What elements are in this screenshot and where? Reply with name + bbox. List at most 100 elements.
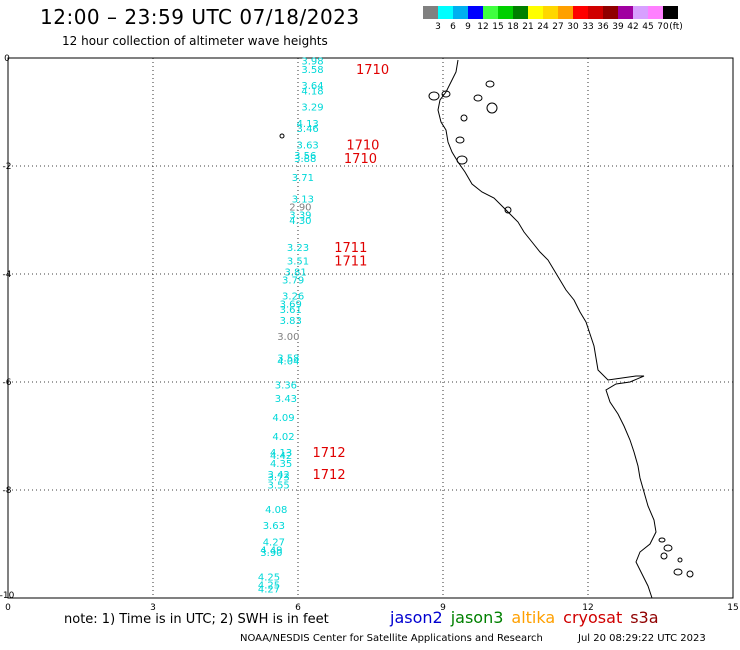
colorbar-cell	[498, 6, 513, 19]
swh-value-label: 3.51	[287, 257, 309, 268]
island-outline	[660, 552, 668, 560]
island-outline	[455, 136, 465, 144]
legend-altika: altika	[511, 608, 556, 627]
colorbar-cell	[543, 6, 558, 19]
swh-value-label: 3.73	[268, 473, 290, 484]
swh-value-label: 3.58	[301, 65, 323, 76]
swh-value-label: 3.98	[301, 57, 323, 68]
swh-value-label: 4.27	[258, 584, 280, 595]
island-outline	[673, 568, 683, 576]
x-tick-label: 9	[440, 603, 446, 610]
colorbar-tick-label: 30	[567, 22, 579, 32]
colorbar-cell	[468, 6, 483, 19]
colorbar-cell	[528, 6, 543, 19]
swh-value-label: 4.13	[297, 119, 319, 130]
swh-value-label: 4.42	[270, 451, 292, 462]
swh-value-label: 3.00	[277, 332, 299, 343]
island-outline	[441, 90, 451, 98]
swh-value-label: 3.23	[287, 243, 309, 254]
swh-value-label: 3.46	[297, 124, 319, 135]
colorbar-cell	[438, 6, 453, 19]
generated-timestamp: Jul 20 08:29:22 UTC 2023	[578, 633, 706, 644]
swh-value-label: 4.18	[301, 86, 323, 97]
swh-value-label: 3.69	[280, 300, 302, 311]
footer-note: note: 1) Time is in UTC; 2) SWH is in fe…	[64, 612, 329, 627]
swh-value-label: 4.27	[263, 537, 285, 548]
colorbar-cell	[588, 6, 603, 19]
swh-value-label: 4.25	[258, 572, 280, 583]
colorbar-unit-label: (ft)	[669, 22, 683, 32]
swh-value-label: 3.88	[294, 154, 316, 165]
island-outline	[486, 102, 498, 114]
colorbar-tick-label: 18	[507, 22, 519, 32]
colorbar-cell	[663, 6, 678, 19]
legend-s3a: s3a	[630, 608, 659, 627]
swh-value-label: 3.55	[268, 481, 290, 492]
swh-value-label: 3.39	[289, 211, 311, 222]
legend-jason2: jason2	[390, 608, 443, 627]
colorbar-tick-label: 24	[537, 22, 549, 32]
y-tick-label: 0	[4, 54, 10, 64]
swh-value-label: 2.90	[289, 203, 311, 214]
chart-subtitle: 12 hour collection of altimeter wave hei…	[62, 34, 328, 48]
swh-value-label: 3.71	[292, 173, 314, 184]
swh-value-label: 3.61	[280, 305, 302, 316]
chart-title: 12:00 – 23:59 UTC 07/18/2023	[40, 5, 360, 29]
x-tick-label: 3	[150, 603, 156, 610]
x-tick-label: 12	[582, 603, 593, 610]
swh-value-label: 4.30	[289, 216, 311, 227]
swh-value-label: 4.49	[260, 545, 282, 556]
swh-value-label: 3.56	[294, 151, 316, 162]
x-tick-label: 6	[295, 603, 301, 610]
swh-value-label: 3.58	[277, 354, 299, 365]
colorbar-tick-label: 27	[552, 22, 564, 32]
swh-value-label: 4.04	[277, 356, 299, 367]
colorbar-cell	[603, 6, 618, 19]
swh-value-label: 3.64	[301, 81, 323, 92]
satellite-legend: jason2 jason3 altika cryosat s3a	[390, 608, 667, 627]
credit-line: NOAA/NESDIS Center for Satellite Applica…	[240, 633, 543, 644]
colorbar-tick-label: 21	[522, 22, 534, 32]
swh-value-label: 4.13	[270, 448, 292, 459]
swh-value-label: 4.02	[272, 432, 294, 443]
y-tick-label: -6	[3, 378, 12, 388]
coastline	[437, 59, 657, 599]
colorbar-tick-label: 6	[450, 22, 456, 32]
swh-value-label: 4.25	[258, 581, 280, 592]
swh-value-label: 4.35	[270, 459, 292, 470]
y-tick-label: -2	[3, 162, 12, 172]
colorbar-tick-label: 36	[597, 22, 609, 32]
pass-time-label: 1710	[344, 152, 377, 167]
swh-value-label: 3.26	[282, 292, 304, 303]
colorbar-cell	[648, 6, 663, 19]
colorbar-tick-label: 9	[465, 22, 471, 32]
colorbar-tick-label: 12	[477, 22, 489, 32]
swh-value-label: 3.43	[275, 394, 297, 405]
island-outline	[677, 557, 683, 563]
island-outline	[279, 133, 285, 139]
swh-value-label: 3.81	[284, 267, 306, 278]
colorbar-cell	[618, 6, 633, 19]
colorbar-tick-label: 70	[657, 22, 669, 32]
island-outline	[686, 570, 694, 578]
x-tick-label: 15	[727, 603, 738, 610]
colorbar-tick-label: 42	[627, 22, 639, 32]
pass-time-label: 1710	[346, 138, 379, 153]
y-tick-label: -8	[3, 486, 12, 496]
swh-value-label: 3.90	[260, 548, 282, 559]
legend-cryosat: cryosat	[563, 608, 623, 627]
island-outline	[663, 544, 673, 552]
island-outline	[428, 91, 440, 101]
swh-value-label: 3.63	[263, 521, 285, 532]
colorbar-cell	[453, 6, 468, 19]
map-plot: 0 3 6 9 12 150-2-4-6-8-103.983.583.644.183.29…	[0, 54, 739, 610]
pass-time-label: 1711	[334, 241, 367, 256]
island-outline	[460, 114, 468, 122]
colorbar-cell	[423, 6, 438, 19]
island-outline	[456, 155, 468, 165]
y-tick-label: -4	[3, 270, 12, 280]
colorbar-tick-label: 45	[642, 22, 654, 32]
pass-time-label: 1710	[356, 63, 389, 78]
colorbar-cell	[573, 6, 588, 19]
plot-frame	[7, 57, 734, 599]
